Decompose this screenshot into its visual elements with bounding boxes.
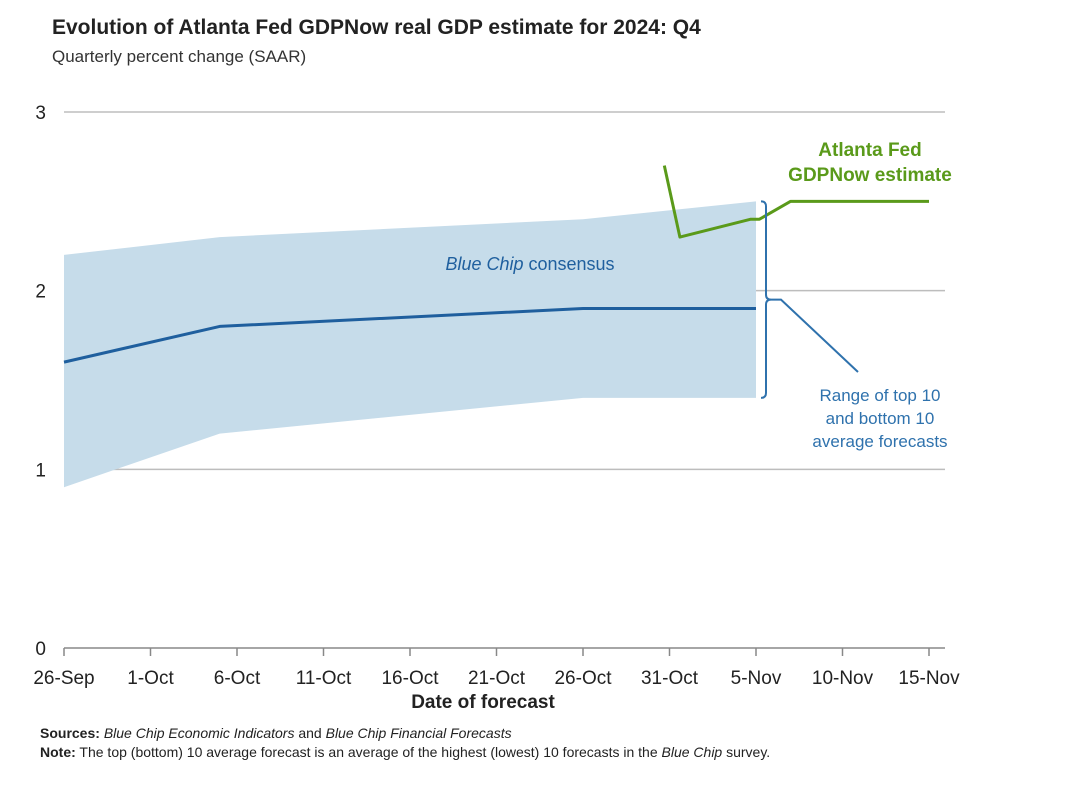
range-leader-line	[771, 298, 859, 373]
y-tick-label: 1	[35, 460, 46, 481]
x-tick-label: 5-Nov	[731, 668, 782, 689]
x-tick-label: 21-Oct	[468, 668, 526, 689]
sources-publication-2: Blue Chip Financial Forecasts	[325, 725, 512, 741]
gdpnow-label-line1: Atlanta Fed	[818, 140, 921, 161]
x-axis: 26-Sep 1-Oct 6-Oct 11-Oct 16-Oct 21-Oct 26-Oct…	[33, 647, 960, 689]
x-tick-label: 16-Oct	[381, 668, 439, 689]
sources-line: Sources: Blue Chip Economic Indicators a…	[40, 724, 920, 743]
chart-title: Evolution of Atlanta Fed GDPNow real GDP…	[52, 16, 701, 39]
sources-label: Sources:	[40, 725, 100, 741]
sources-publication-1: Blue Chip Economic Indicators	[103, 725, 295, 741]
note-text-italic: Blue Chip	[661, 744, 723, 760]
x-tick-label: 31-Oct	[641, 668, 699, 689]
x-tick-label: 26-Sep	[33, 668, 94, 689]
gdpnow-label-line2: GDPNow estimate	[788, 165, 952, 186]
note-label: Note:	[40, 744, 76, 760]
range-label-line3: average forecasts	[812, 432, 947, 451]
bluechip-consensus-line	[63, 307, 756, 364]
x-tick-label: 10-Nov	[812, 668, 874, 689]
bluechip-consensus-label: Blue Chip consensus	[445, 254, 614, 274]
x-tick-label: 6-Oct	[214, 668, 261, 689]
x-axis-label: Date of forecast	[411, 692, 555, 713]
note-text-2: survey.	[722, 744, 771, 760]
note-line: Note: The top (bottom) 10 average foreca…	[40, 743, 920, 762]
y-tick-label: 2	[35, 282, 46, 303]
chart-notes: Sources: Blue Chip Economic Indicators a…	[40, 724, 920, 762]
range-label-line1: Range of top 10	[820, 386, 941, 405]
note-text-1: The top (bottom) 10 average forecast is …	[75, 744, 662, 760]
chart-subtitle: Quarterly percent change (SAAR)	[52, 47, 307, 66]
range-bracket	[760, 200, 772, 399]
y-tick-label: 3	[35, 103, 46, 124]
x-tick-label: 15-Nov	[898, 668, 960, 689]
y-axis-ticks: 0 1 2 3	[35, 103, 46, 660]
x-tick-label: 1-Oct	[127, 668, 174, 689]
y-tick-label: 0	[35, 639, 46, 660]
range-band	[64, 201, 756, 488]
x-tick-label: 11-Oct	[296, 668, 352, 689]
gdpnow-estimate-line	[662, 165, 929, 239]
sources-connector: and	[294, 725, 326, 741]
x-tick-label: 26-Oct	[554, 668, 612, 689]
range-label-line2: and bottom 10	[826, 409, 935, 428]
